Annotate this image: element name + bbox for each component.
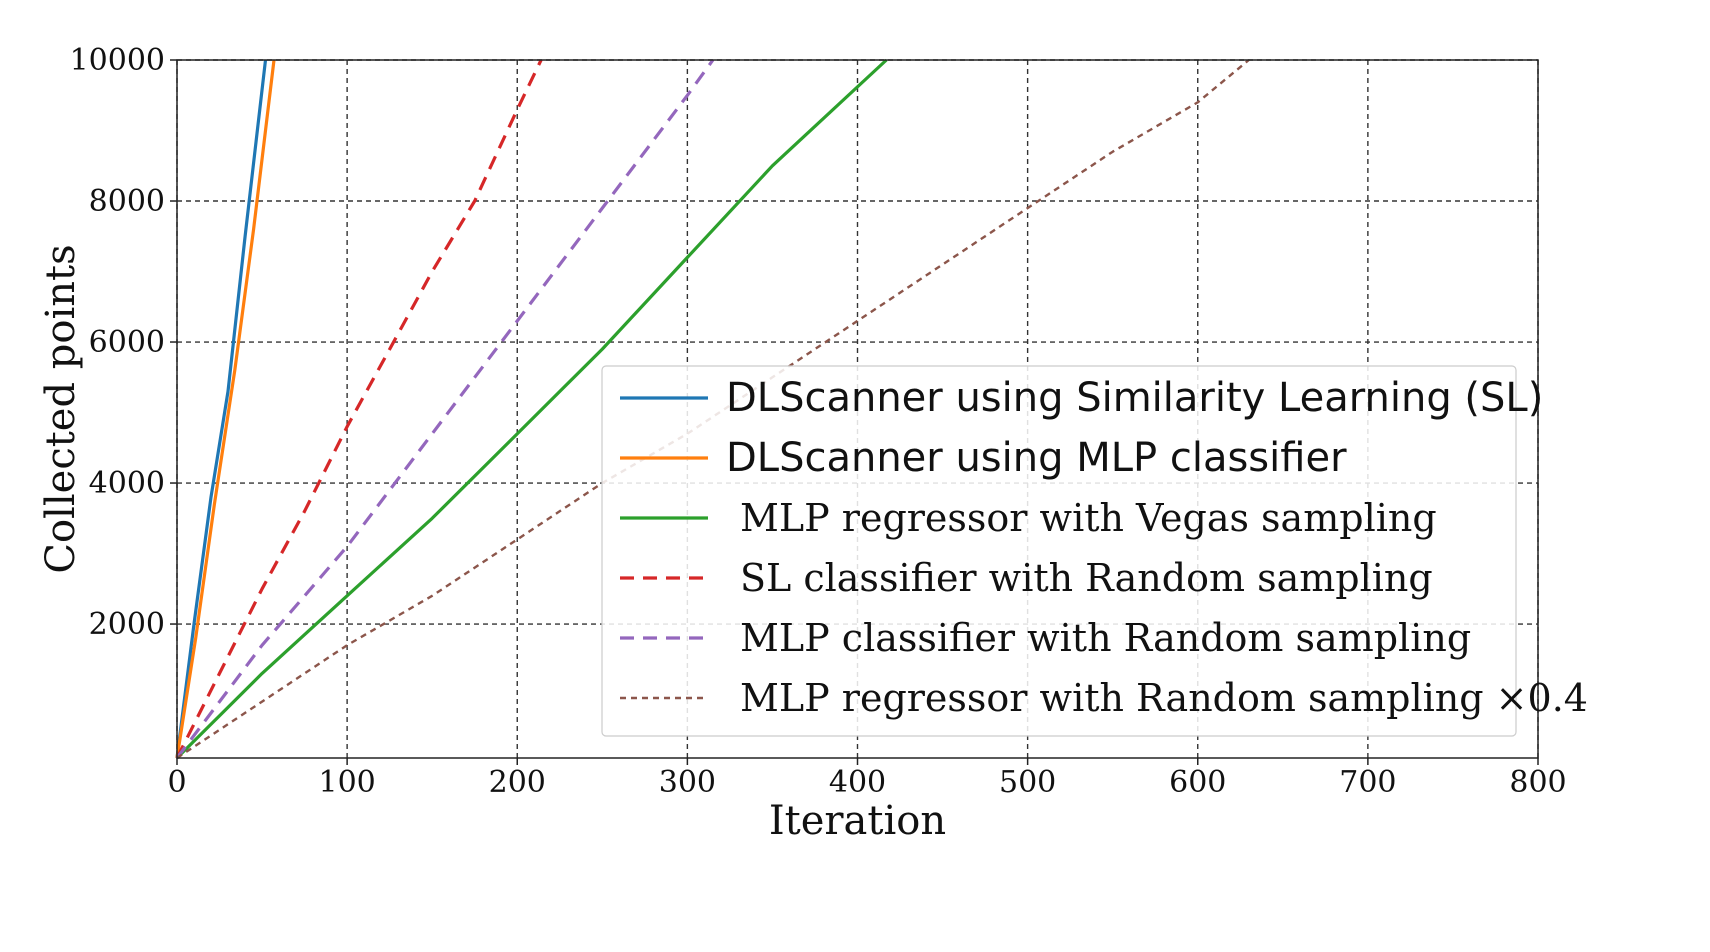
y-tick-label: 4000 xyxy=(89,466,165,501)
legend-label-5: MLP classifier with Random sampling xyxy=(740,616,1471,660)
legend-label-4: SL classifier with Random sampling xyxy=(740,556,1433,600)
x-tick-label: 800 xyxy=(1509,765,1566,800)
series-line-3 xyxy=(175,58,888,760)
x-tick-label: 0 xyxy=(167,765,186,800)
series-line-2 xyxy=(175,59,276,759)
x-tick-label: 200 xyxy=(489,765,546,800)
legend-label-6: MLP regressor with Random sampling ×0.4 xyxy=(740,676,1588,720)
axis-ticks: 0 100 200 300 400 500 600 700 800 2000 4000 6000 800… xyxy=(70,43,1567,800)
y-tick-label: 8000 xyxy=(89,184,165,219)
series-lines xyxy=(175,58,1250,760)
series-line-1 xyxy=(175,59,268,759)
x-tick-label: 500 xyxy=(999,765,1056,800)
x-tick-label: 600 xyxy=(1169,765,1226,800)
series-line-6 xyxy=(176,59,1250,760)
legend-label-2: DLScanner using MLP classifier xyxy=(726,435,1347,481)
y-tick-label: 6000 xyxy=(89,325,165,360)
x-tick-label: 700 xyxy=(1339,765,1396,800)
legend-label-3: MLP regressor with Vegas sampling xyxy=(740,496,1437,540)
legend-box xyxy=(601,365,1517,737)
y-tick-label: 10000 xyxy=(70,43,165,78)
x-tick-label: 300 xyxy=(659,765,716,800)
x-tick-label: 400 xyxy=(829,765,886,800)
x-axis-label: Iteration xyxy=(769,798,946,844)
legend-label-1: DLScanner using Similarity Learning (SL) xyxy=(726,375,1543,421)
series-line-4 xyxy=(175,59,543,759)
x-tick-label: 100 xyxy=(318,765,375,800)
y-tick-label: 2000 xyxy=(89,607,165,642)
legend: DLScanner using Similarity Learning (SL)… xyxy=(601,365,1588,737)
y-axis-label: Collected points xyxy=(38,244,84,573)
series-line-5 xyxy=(175,59,715,759)
